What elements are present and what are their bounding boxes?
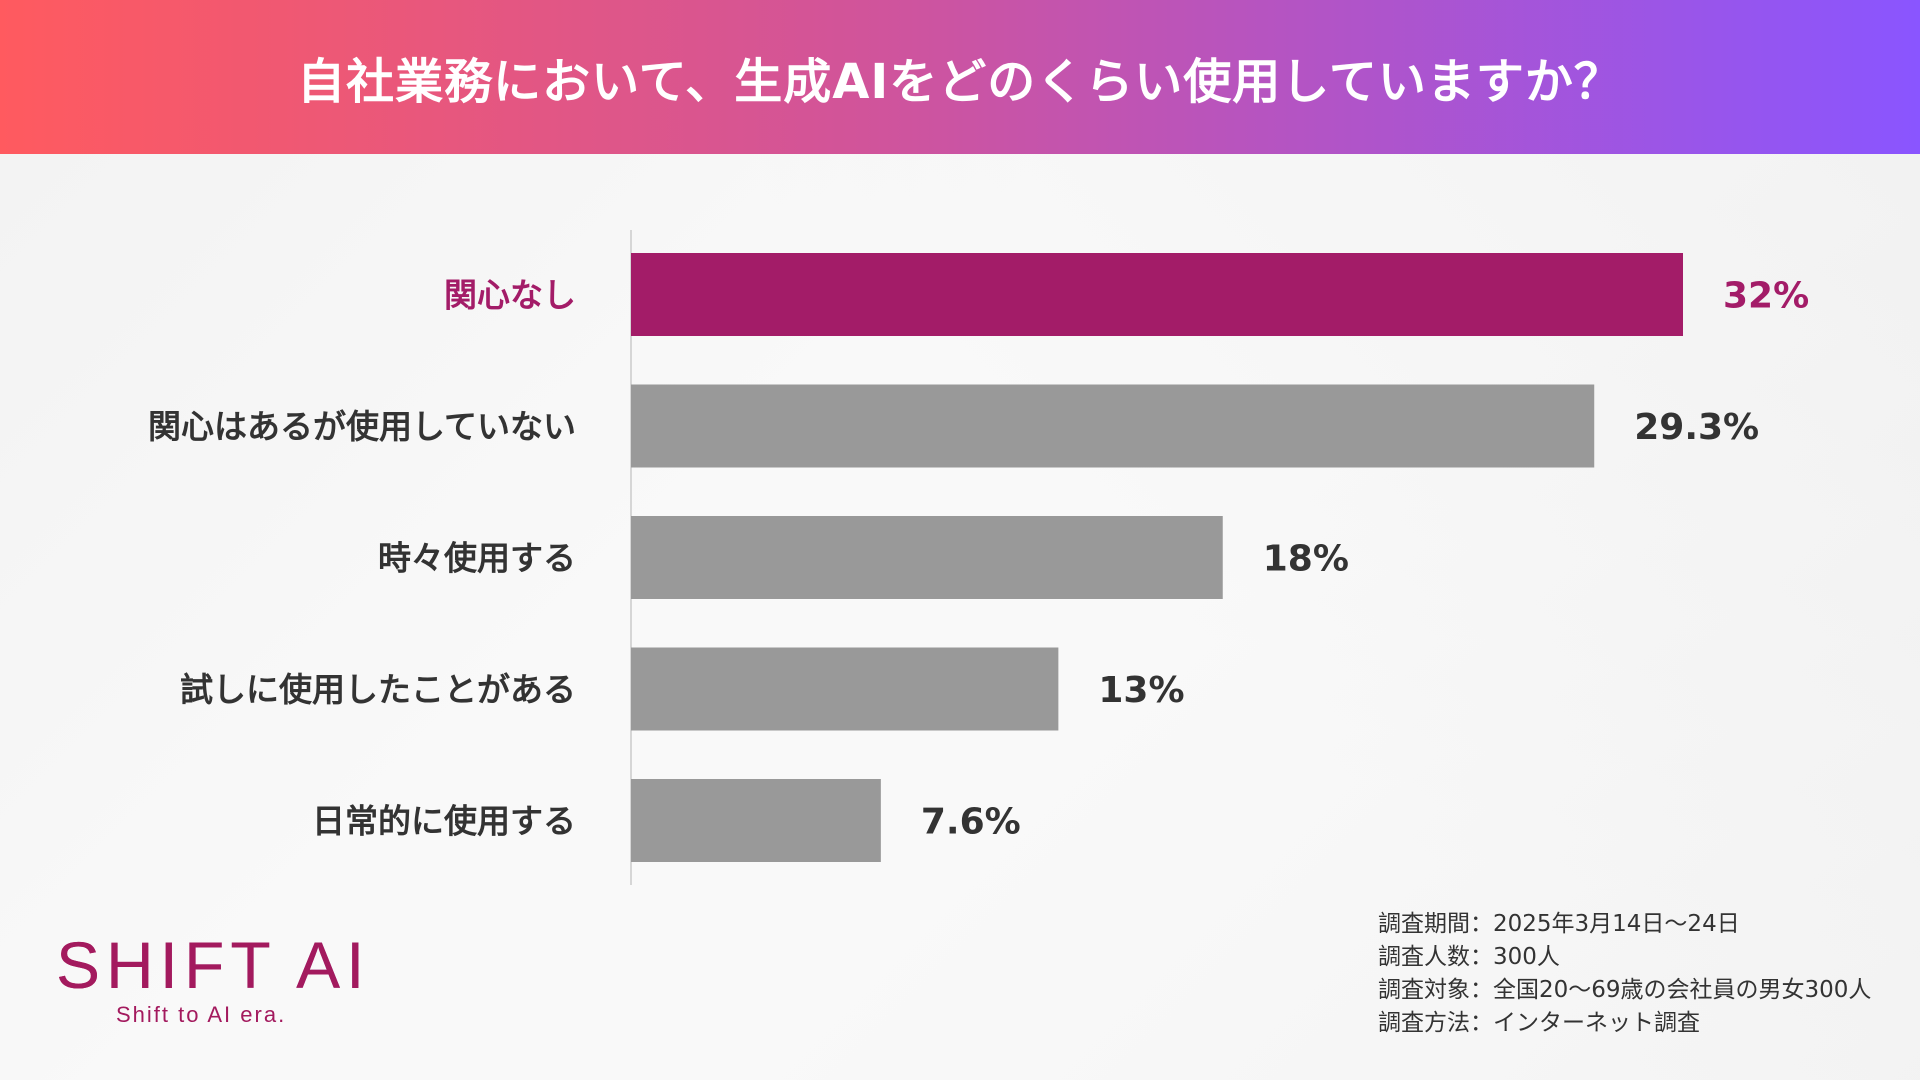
bar-0	[631, 253, 1683, 336]
category-label-2: 時々使用する	[378, 539, 576, 578]
category-label-3: 試しに使用したことがある	[180, 670, 576, 709]
category-label-1: 関心はあるが使用していない	[148, 407, 576, 446]
logo-tagline: Shift to AI era.	[116, 1002, 287, 1027]
header-banner: 自社業務において、生成AIをどのくらい使用していますか？	[0, 0, 1920, 154]
value-label-4: 7.6%	[921, 802, 1021, 843]
chart-title: 自社業務において、生成AIをどのくらい使用していますか？	[297, 54, 1623, 110]
survey-note-period: 調査期間：2025年3月14日〜24日	[1378, 911, 1740, 937]
value-label-0: 32%	[1723, 276, 1809, 317]
survey-note-method: 調査方法：インターネット調査	[1378, 1010, 1700, 1036]
survey-note-count: 調査人数：300人	[1378, 944, 1560, 970]
category-label-4: 日常的に使用する	[312, 802, 576, 841]
shift-ai-logo: SHIFT AI Shift to AI era.	[56, 930, 371, 1028]
value-label-2: 18%	[1263, 539, 1349, 580]
value-label-1: 29.3%	[1634, 407, 1759, 448]
survey-notes: 調査期間：2025年3月14日〜24日 調査人数：300人 調査対象：全国20〜…	[1378, 908, 1871, 1040]
bar-2	[631, 516, 1223, 599]
value-label-3: 13%	[1098, 670, 1184, 711]
logo-main-text: SHIFT AI	[56, 928, 371, 1002]
survey-note-target: 調査対象：全国20〜69歳の会社員の男女300人	[1378, 977, 1872, 1003]
bar-3	[631, 647, 1059, 731]
category-label-0: 関心なし	[444, 276, 576, 315]
bar-4	[631, 779, 881, 862]
bar-1	[631, 384, 1595, 468]
